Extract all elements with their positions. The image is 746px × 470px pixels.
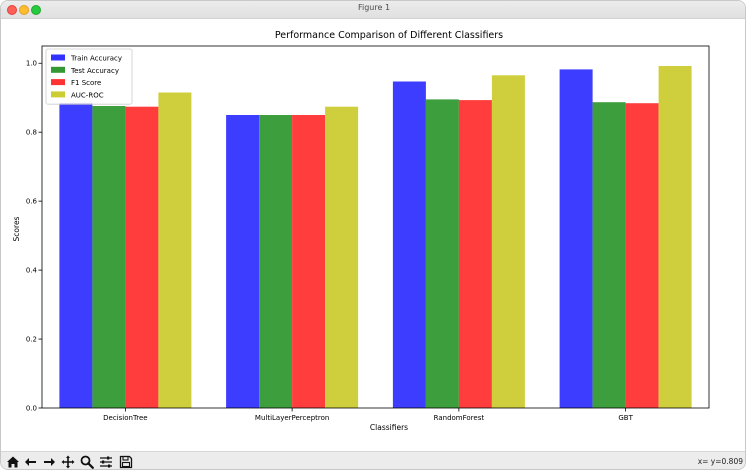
y-axis-label: Scores xyxy=(12,216,21,241)
close-window-button[interactable] xyxy=(7,5,17,15)
forward-icon xyxy=(43,457,55,466)
y-tick-label: 0.8 xyxy=(26,129,37,137)
legend-swatch xyxy=(51,79,65,86)
zoom-icon xyxy=(80,455,94,469)
forward-button[interactable] xyxy=(40,453,57,469)
legend: Train Accuracy Test Accuracy F1 Score AUC-R… xyxy=(45,48,133,105)
bar-test-accuracy-decisiontree xyxy=(92,106,126,408)
y-tick-label: 0.0 xyxy=(26,405,37,413)
bars-layer xyxy=(59,66,692,409)
bar-auc-roc-multilayerperceptron xyxy=(325,106,359,408)
bar-auc-roc-decisiontree xyxy=(158,92,192,408)
cursor-coordinates: x= y=0.809 xyxy=(697,457,743,466)
back-icon xyxy=(24,457,36,466)
chart-title: Performance Comparison of Different Clas… xyxy=(275,30,503,41)
bar-f1-score-multilayerperceptron xyxy=(292,115,326,408)
bar-test-accuracy-gbt xyxy=(592,102,626,408)
bar-train-accuracy-gbt xyxy=(559,69,593,409)
window-title: Figure 1 xyxy=(357,3,391,12)
back-button[interactable] xyxy=(22,453,39,469)
pan-button[interactable] xyxy=(59,453,76,469)
y-tick-label: 0.2 xyxy=(26,336,37,344)
bar-auc-roc-gbt xyxy=(658,66,692,408)
legend-label: AUC-ROC xyxy=(71,91,104,99)
x-axis-label: Classifiers xyxy=(370,423,408,432)
subplots-config-icon xyxy=(99,456,112,467)
maximize-window-button[interactable] xyxy=(31,5,41,15)
home-button[interactable] xyxy=(4,453,21,469)
y-tick-label: 1.0 xyxy=(26,60,37,68)
save-button[interactable] xyxy=(117,453,134,469)
x-tick-label: DecisionTree xyxy=(103,414,147,422)
bar-train-accuracy-randomforest xyxy=(392,81,426,408)
x-tick-label: RandomForest xyxy=(434,414,485,422)
navigation-toolbar: x= y=0.809 xyxy=(1,451,745,469)
minimize-window-button[interactable] xyxy=(19,5,29,15)
bar-f1-score-decisiontree xyxy=(125,106,159,408)
y-tick-label: 0.6 xyxy=(26,198,38,206)
home-icon xyxy=(6,456,19,467)
bar-chart: Performance Comparison of Different Clas… xyxy=(12,30,710,432)
y-tick-label: 0.4 xyxy=(26,267,38,275)
figure-canvas[interactable]: Performance Comparison of Different Clas… xyxy=(1,19,745,451)
legend-swatch xyxy=(51,91,65,98)
bar-test-accuracy-randomforest xyxy=(425,99,459,409)
save-icon xyxy=(119,455,132,468)
title-bar: Figure 1 xyxy=(1,1,745,19)
bar-train-accuracy-decisiontree xyxy=(59,102,93,409)
bar-test-accuracy-multilayerperceptron xyxy=(259,115,293,408)
legend-label: Test Accuracy xyxy=(70,67,119,75)
axes-layer: 0.0 0.2 0.4 0.6 0.8 1.0 DecisionTree MultiLayer… xyxy=(26,45,710,422)
bar-auc-roc-randomforest xyxy=(491,75,525,409)
legend-swatch xyxy=(51,54,65,61)
bar-train-accuracy-multilayerperceptron xyxy=(226,115,260,408)
x-tick-label: MultiLayerPerceptron xyxy=(255,414,329,422)
bar-f1-score-gbt xyxy=(625,103,659,408)
bar-f1-score-randomforest xyxy=(458,100,492,408)
plot-frame xyxy=(41,45,710,409)
legend-label: Train Accuracy xyxy=(70,55,122,63)
legend-box xyxy=(45,48,133,105)
legend-swatch xyxy=(51,66,65,73)
pan-icon xyxy=(61,455,74,468)
x-tick-label: GBT xyxy=(618,414,633,422)
subplots-config-button[interactable] xyxy=(97,453,114,469)
legend-label: F1 Score xyxy=(71,79,101,87)
zoom-button[interactable] xyxy=(78,453,95,469)
